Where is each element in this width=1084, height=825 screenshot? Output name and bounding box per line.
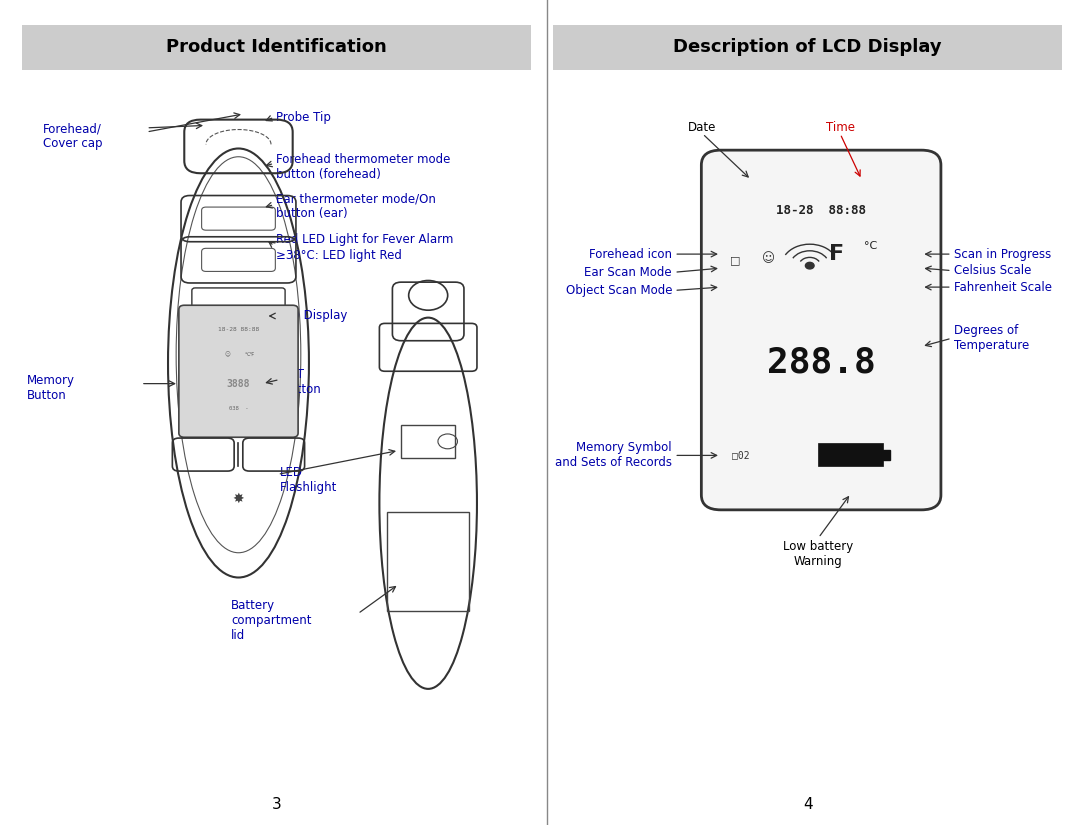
Bar — [387, 512, 469, 610]
Text: □: □ — [730, 255, 740, 265]
Text: Forehead thermometer mode
button (forehead): Forehead thermometer mode button (forehe… — [276, 153, 451, 181]
Text: ☺: ☺ — [224, 352, 231, 357]
Text: Forehead icon: Forehead icon — [589, 248, 672, 261]
Text: 288.8: 288.8 — [766, 346, 876, 380]
FancyBboxPatch shape — [553, 25, 1062, 70]
Text: 3888: 3888 — [227, 379, 250, 389]
Text: □02: □02 — [732, 450, 749, 460]
Text: Degrees of
Temperature: Degrees of Temperature — [954, 324, 1029, 352]
Text: F: F — [829, 244, 844, 264]
Text: ☺: ☺ — [762, 252, 775, 265]
Text: Forehead/
Cover cap: Forehead/ Cover cap — [43, 122, 103, 150]
FancyBboxPatch shape — [179, 305, 298, 437]
Text: Time: Time — [826, 121, 854, 134]
Bar — [818, 443, 883, 466]
Text: Description of LCD Display: Description of LCD Display — [673, 38, 942, 56]
Text: Product Identification: Product Identification — [166, 38, 387, 56]
Text: Fahrenheit Scale: Fahrenheit Scale — [954, 280, 1051, 294]
Text: Memory
Button: Memory Button — [27, 374, 75, 402]
Text: 18-28  88:88: 18-28 88:88 — [776, 204, 866, 217]
Text: LED
Flashlight: LED Flashlight — [280, 466, 337, 494]
Text: 18-28 88:88: 18-28 88:88 — [218, 328, 259, 332]
Text: Ear Scan Mode: Ear Scan Mode — [584, 266, 672, 279]
Text: 4: 4 — [803, 797, 812, 812]
Text: Date: Date — [688, 121, 717, 134]
Text: Battery
compartment
lid: Battery compartment lid — [231, 599, 311, 642]
Text: Memory Symbol
and Sets of Records: Memory Symbol and Sets of Records — [555, 441, 672, 469]
Text: Celsius Scale: Celsius Scale — [954, 264, 1031, 277]
Text: ✸: ✸ — [233, 493, 244, 506]
Text: ℃℉: ℃℉ — [244, 352, 255, 357]
Text: 038  -: 038 - — [229, 406, 248, 411]
Circle shape — [805, 262, 814, 269]
Text: SET
Button: SET Button — [282, 368, 322, 396]
FancyBboxPatch shape — [22, 25, 531, 70]
Text: Low battery
Warning: Low battery Warning — [784, 540, 853, 568]
Bar — [401, 425, 455, 458]
FancyBboxPatch shape — [701, 150, 941, 510]
Text: 3: 3 — [272, 797, 281, 812]
Text: Ear thermometer mode/On
button (ear): Ear thermometer mode/On button (ear) — [276, 192, 436, 220]
Text: Object Scan Mode: Object Scan Mode — [566, 284, 672, 297]
Bar — [883, 450, 890, 460]
Text: Red LED Light for Fever Alarm
≥38°C: LED light Red: Red LED Light for Fever Alarm ≥38°C: LED… — [276, 233, 454, 262]
Text: LCD Display: LCD Display — [276, 309, 348, 323]
Text: Scan in Progress: Scan in Progress — [954, 248, 1051, 261]
Text: Probe Tip: Probe Tip — [276, 111, 332, 124]
Text: °C: °C — [864, 241, 877, 251]
